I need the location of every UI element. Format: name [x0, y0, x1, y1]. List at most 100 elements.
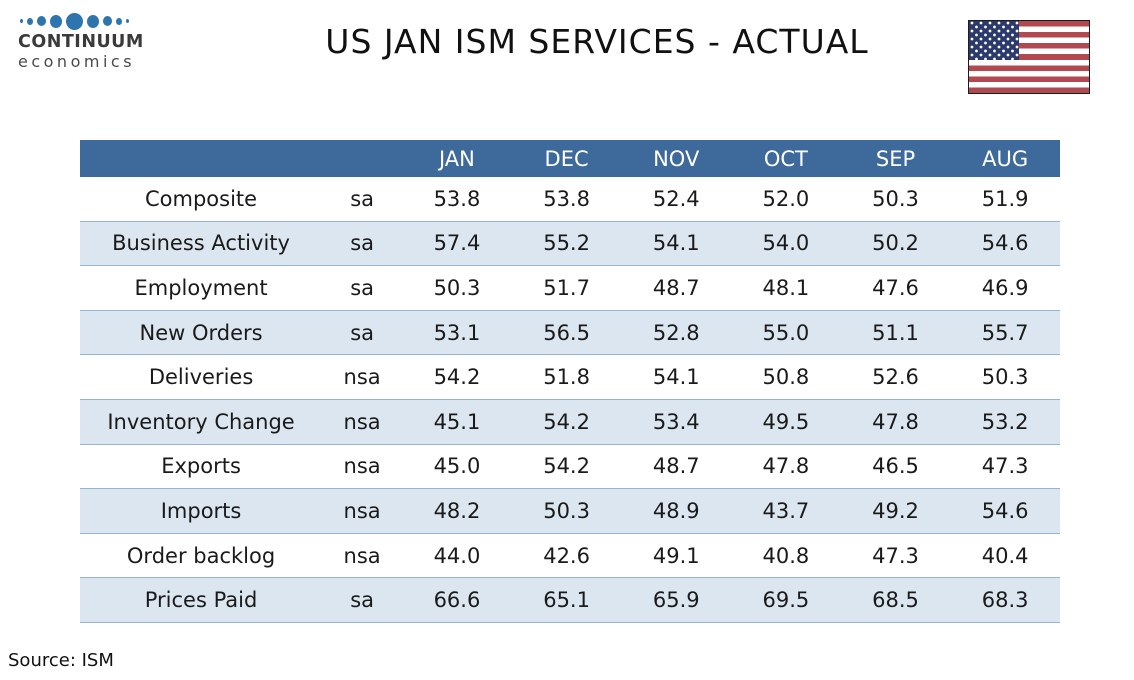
value-cell: 45.1: [433, 409, 481, 434]
value-cell: 53.8: [433, 186, 481, 211]
value-cell: 48.1: [762, 275, 810, 300]
table-row: Deliveries nsa 54.2 51.8 54.1 50.8 52.6 …: [80, 354, 1060, 400]
indicator-label: Prices Paid: [144, 588, 258, 613]
adjustment-label: sa: [350, 186, 375, 211]
value-cell: 47.3: [981, 454, 1029, 479]
value-cell: 49.1: [652, 543, 700, 568]
logo-brand-subname: economics: [18, 52, 136, 72]
adjustment-label: sa: [350, 320, 375, 345]
value-cell: 69.5: [762, 588, 810, 613]
value-cell: 55.0: [762, 320, 810, 345]
value-cell: 54.2: [543, 454, 590, 479]
adjustment-label: sa: [350, 275, 375, 300]
value-cell: 68.3: [981, 588, 1029, 613]
value-cell: 56.5: [543, 320, 590, 345]
value-cell: 51.8: [543, 365, 590, 390]
us-flag-canton: [969, 21, 1019, 60]
indicator-label: New Orders: [139, 320, 263, 345]
value-cell: 53.2: [981, 409, 1029, 434]
indicator-label: Deliveries: [148, 365, 254, 390]
value-cell: 48.7: [652, 275, 700, 300]
value-cell: 44.0: [433, 543, 481, 568]
table-row: Order backlog nsa 44.0 42.6 49.1 40.8 47…: [80, 533, 1060, 578]
adjustment-label: nsa: [343, 543, 381, 568]
value-cell: 57.4: [433, 231, 481, 256]
indicator-label: Business Activity: [112, 231, 290, 256]
value-cell: 53.8: [543, 186, 590, 211]
value-cell: 43.7: [762, 498, 810, 523]
us-flag-icon: [968, 20, 1090, 94]
value-cell: 50.2: [872, 231, 919, 256]
indicator-label: Employment: [134, 275, 268, 300]
value-cell: 50.3: [872, 186, 919, 211]
table-row: Business Activity sa 57.4 55.2 54.1 54.0…: [80, 221, 1060, 266]
table-row: New Orders sa 53.1 56.5 52.8 55.0 51.1 5…: [80, 310, 1060, 355]
adjustment-label: sa: [350, 588, 375, 613]
value-cell: 54.2: [433, 365, 481, 390]
value-cell: 52.6: [872, 365, 919, 390]
value-cell: 48.7: [652, 454, 700, 479]
value-cell: 55.2: [543, 231, 590, 256]
value-cell: 50.3: [433, 275, 481, 300]
value-cell: 48.2: [433, 498, 481, 523]
value-cell: 53.4: [652, 409, 700, 434]
continuum-economics-logo: CONTINUUM economics: [18, 12, 144, 71]
col-header-jan: JAN: [402, 140, 512, 177]
col-header-sep: SEP: [840, 140, 951, 177]
value-cell: 50.3: [543, 498, 590, 523]
value-cell: 42.6: [543, 543, 590, 568]
value-cell: 40.8: [762, 543, 810, 568]
adjustment-label: nsa: [343, 365, 381, 390]
value-cell: 54.6: [981, 231, 1029, 256]
page-title: US JAN ISM SERVICES - ACTUAL: [325, 22, 869, 61]
col-header-oct: OCT: [731, 140, 841, 177]
logo-brand-name: CONTINUUM: [18, 32, 144, 52]
value-cell: 46.5: [872, 454, 919, 479]
adjustment-label: sa: [350, 231, 375, 256]
indicator-label: Order backlog: [126, 543, 276, 568]
value-cell: 65.9: [652, 588, 700, 613]
indicator-label: Composite: [145, 186, 258, 211]
value-cell: 54.2: [543, 409, 590, 434]
value-cell: 50.3: [981, 365, 1029, 390]
value-cell: 45.0: [433, 454, 481, 479]
value-cell: 52.8: [652, 320, 700, 345]
value-cell: 49.2: [872, 498, 919, 523]
value-cell: 54.0: [762, 231, 810, 256]
col-header-indicator: [80, 140, 323, 177]
table-row: Imports nsa 48.2 50.3 48.9 43.7 49.2 54.…: [80, 488, 1060, 534]
indicator-label: Inventory Change: [107, 409, 295, 434]
value-cell: 48.9: [652, 498, 700, 523]
table-header-row: JAN DEC NOV OCT SEP AUG: [80, 140, 1060, 177]
value-cell: 52.4: [652, 186, 700, 211]
value-cell: 47.8: [872, 409, 919, 434]
col-header-adjustment: [322, 140, 403, 177]
value-cell: 50.8: [762, 365, 810, 390]
value-cell: 65.1: [543, 588, 590, 613]
value-cell: 51.1: [872, 320, 919, 345]
value-cell: 54.1: [652, 231, 700, 256]
table-row: Composite sa 53.8 53.8 52.4 52.0 50.3 51…: [80, 177, 1060, 222]
value-cell: 47.8: [762, 454, 810, 479]
table-row: Inventory Change nsa 45.1 54.2 53.4 49.5…: [80, 399, 1060, 445]
value-cell: 47.3: [872, 543, 919, 568]
value-cell: 53.1: [433, 320, 481, 345]
value-cell: 55.7: [981, 320, 1029, 345]
indicator-label: Exports: [161, 454, 241, 479]
table-row: Prices Paid sa 66.6 65.1 65.9 69.5 68.5 …: [80, 577, 1060, 623]
adjustment-label: nsa: [343, 498, 381, 523]
adjustment-label: nsa: [343, 454, 381, 479]
value-cell: 54.1: [652, 365, 700, 390]
table-row: Employment sa 50.3 51.7 48.7 48.1 47.6 4…: [80, 265, 1060, 311]
value-cell: 66.6: [433, 588, 481, 613]
col-header-aug: AUG: [950, 140, 1060, 177]
col-header-nov: NOV: [621, 140, 732, 177]
value-cell: 49.5: [762, 409, 810, 434]
value-cell: 51.9: [981, 186, 1029, 211]
adjustment-label: nsa: [343, 409, 381, 434]
indicator-label: Imports: [160, 498, 242, 523]
ism-services-table: JAN DEC NOV OCT SEP AUG Composite sa 53.…: [80, 140, 1060, 623]
table-row: Exports nsa 45.0 54.2 48.7 47.8 46.5 47.…: [80, 444, 1060, 489]
value-cell: 47.6: [872, 275, 919, 300]
value-cell: 51.7: [543, 275, 590, 300]
